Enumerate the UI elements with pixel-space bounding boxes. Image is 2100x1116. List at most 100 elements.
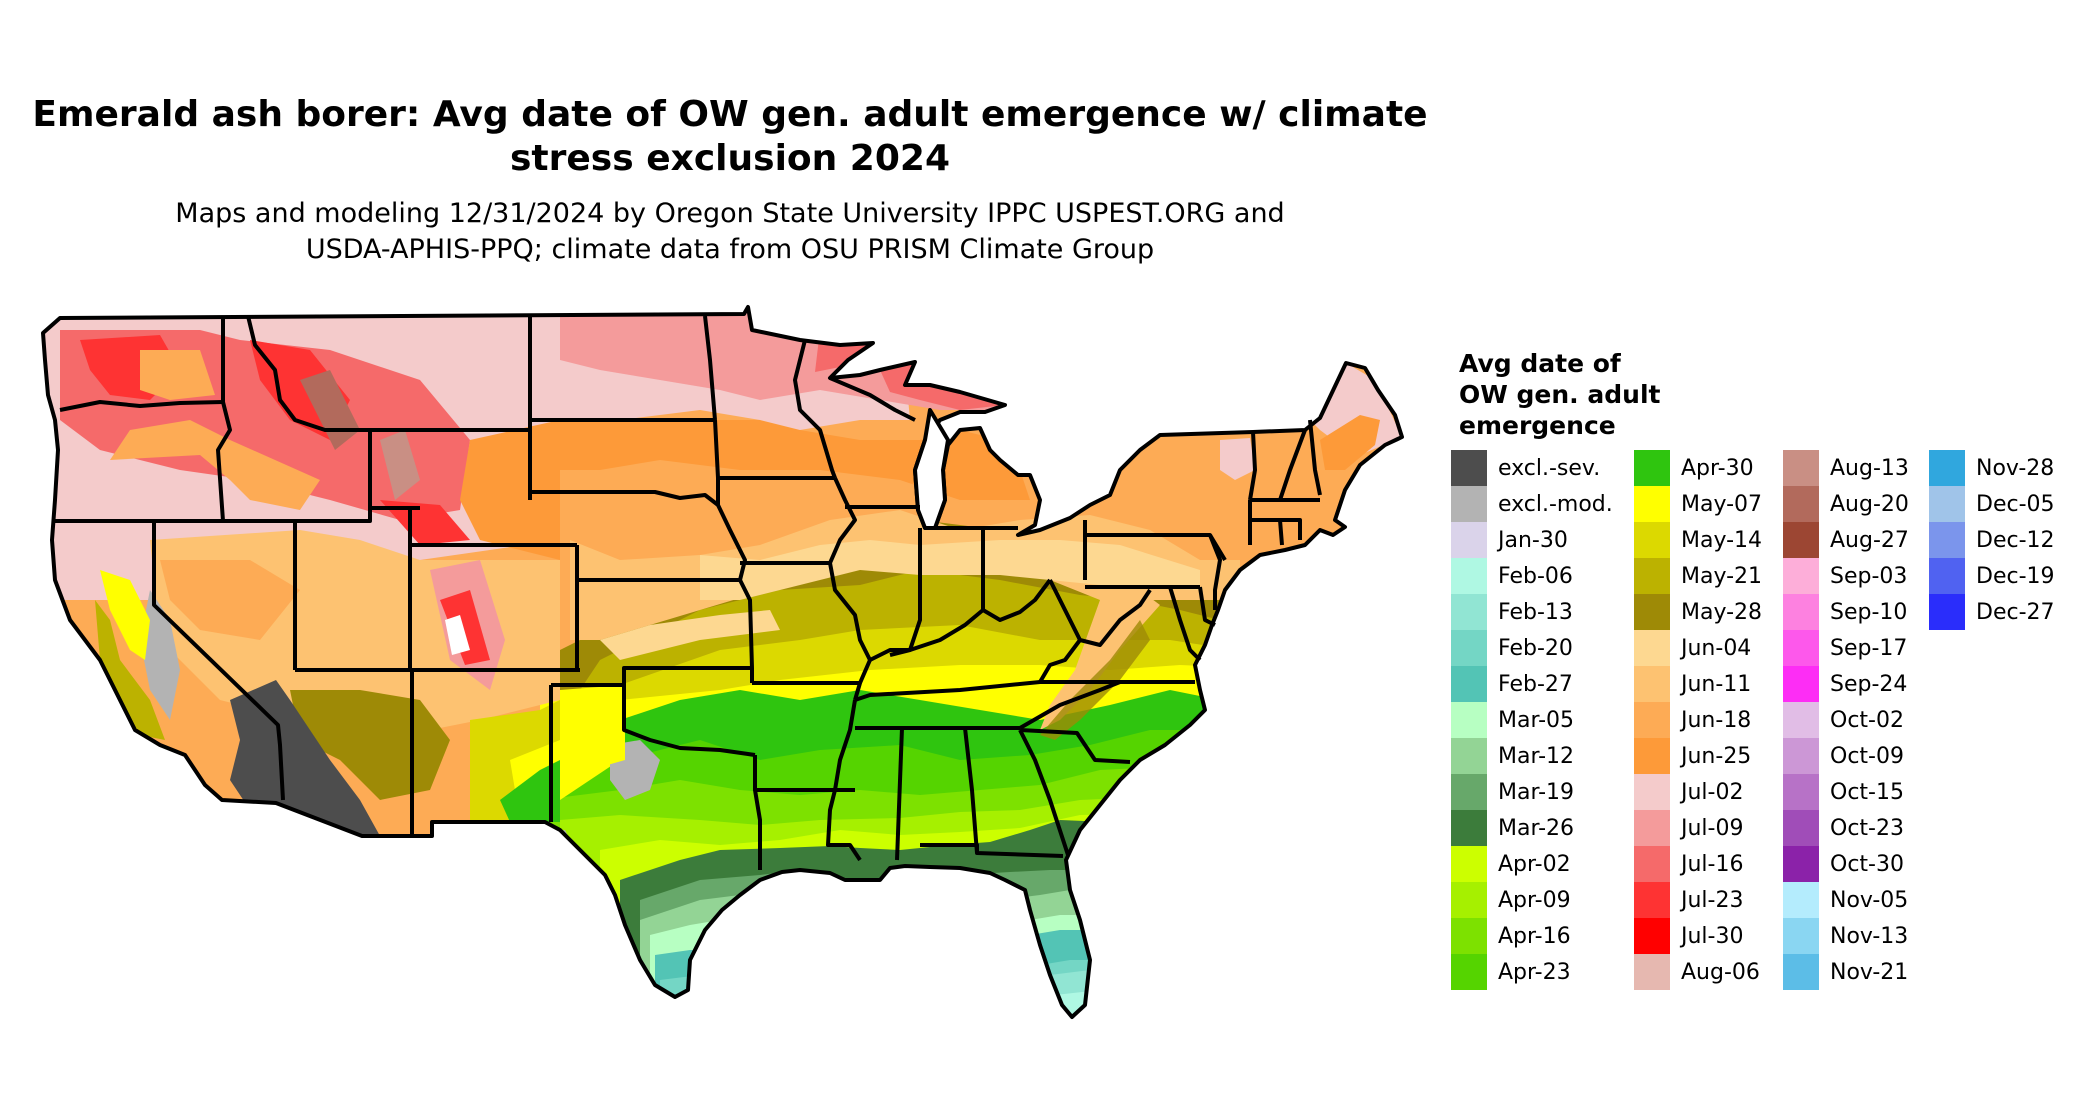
- legend-label: Aug-27: [1830, 527, 1909, 553]
- legend-label: May-21: [1681, 563, 1763, 589]
- legend-item: Nov-05: [1783, 882, 1909, 918]
- legend-label: Jun-25: [1681, 743, 1752, 769]
- legend-swatch: [1451, 954, 1487, 990]
- border-tx-ar-la: [753, 755, 762, 870]
- legend-item: Jun-11: [1634, 666, 1762, 702]
- lake-michigan: [913, 408, 950, 530]
- legend-swatch: [1929, 558, 1965, 594]
- state-borders: [41, 305, 1404, 1019]
- border-ny-vt: [1248, 431, 1257, 501]
- legend-swatch: [1634, 594, 1670, 630]
- map-subtitle-line1: Maps and modeling 12/31/2024 by Oregon S…: [175, 198, 1285, 229]
- zone-jul-02-adirondack: [1220, 438, 1255, 480]
- zone-aug-13-wy: [380, 430, 420, 500]
- border-mo-ks: [738, 579, 754, 683]
- zone-may-07-ca: [100, 570, 150, 660]
- legend-item: May-07: [1634, 486, 1762, 522]
- border-or-id: [216, 401, 232, 522]
- border-nd-mn: [703, 315, 717, 421]
- legend-label: Jul-09: [1681, 815, 1744, 841]
- border-nh-me: [1308, 419, 1322, 496]
- legend-swatch: [1451, 486, 1487, 522]
- legend-item: Jun-25: [1634, 738, 1762, 774]
- legend-label: Nov-28: [1976, 455, 2055, 481]
- legend-swatch: [1451, 774, 1487, 810]
- legend-item: Aug-20: [1783, 486, 1909, 522]
- legend-label: Jan-30: [1498, 527, 1568, 553]
- border-ok-tx: [622, 685, 756, 757]
- legend-item: Apr-02: [1451, 846, 1613, 882]
- legend-label: Aug-13: [1830, 455, 1909, 481]
- legend-swatch: [1783, 810, 1819, 846]
- legend-swatch: [1634, 954, 1670, 990]
- zone-jun-18-wa: [140, 350, 215, 400]
- legend-swatch: [1451, 882, 1487, 918]
- legend-item: Dec-05: [1929, 486, 2055, 522]
- border-ky-tn-va: [854, 680, 1195, 702]
- legend-item: Nov-21: [1783, 954, 1909, 990]
- legend-swatch: [1783, 774, 1819, 810]
- legend-label: Feb-20: [1498, 635, 1573, 661]
- legend-swatch: [1634, 882, 1670, 918]
- legend-item: Jun-18: [1634, 702, 1762, 738]
- border-nv-ca: [152, 521, 285, 801]
- legend-item: Apr-16: [1451, 918, 1613, 954]
- zone-may-21-ca: [95, 600, 165, 740]
- border-mo-il: [828, 562, 872, 684]
- border-ky-va: [1038, 638, 1082, 684]
- legend-label: Apr-16: [1498, 923, 1571, 949]
- legend-item: Sep-10: [1783, 594, 1909, 630]
- legend-swatch: [1783, 882, 1819, 918]
- map-title-line1: Emerald ash borer: Avg date of OW gen. a…: [32, 94, 1428, 135]
- legend-item: Feb-27: [1451, 666, 1613, 702]
- legend-label: Dec-12: [1976, 527, 2055, 553]
- legend-label: Jul-16: [1681, 851, 1744, 877]
- legend-label: Jul-02: [1681, 779, 1744, 805]
- legend-label: Mar-19: [1498, 779, 1575, 805]
- legend-swatch: [1783, 846, 1819, 882]
- border-ohio-river: [869, 578, 1052, 662]
- legend-label: Dec-19: [1976, 563, 2055, 589]
- legend-label: Sep-03: [1830, 563, 1908, 589]
- legend-label: Sep-10: [1830, 599, 1908, 625]
- legend-label: Feb-13: [1498, 599, 1573, 625]
- legend-label: Apr-02: [1498, 851, 1571, 877]
- legend-label: Nov-05: [1830, 887, 1909, 913]
- zone-jun-11-ky: [600, 610, 780, 660]
- legend-swatch: [1451, 666, 1487, 702]
- legend-item: excl.-mod.: [1451, 486, 1613, 522]
- legend-swatch: [1634, 666, 1670, 702]
- zone-mar-12: [640, 890, 1300, 1017]
- legend-swatch: [1783, 738, 1819, 774]
- legend-swatch: [1783, 954, 1819, 990]
- legend-label: excl.-sev.: [1498, 455, 1601, 481]
- legend-label: Feb-06: [1498, 563, 1573, 589]
- border-vt-nh: [1278, 429, 1307, 501]
- legend-swatch: [1634, 846, 1670, 882]
- legend-item: Oct-15: [1783, 774, 1909, 810]
- legend-label: Mar-12: [1498, 743, 1575, 769]
- zone-jul-16-co: [440, 590, 490, 665]
- zone-jun-25-maine: [1320, 415, 1380, 470]
- legend-swatch: [1783, 486, 1819, 522]
- zone-jun-25-plains-west: [460, 420, 560, 560]
- border-ct-ri-north: [1250, 518, 1302, 546]
- legend-label: Sep-17: [1830, 635, 1908, 661]
- zone-mar-19: [640, 870, 1300, 1017]
- legend-label: Jul-30: [1681, 923, 1744, 949]
- legend-label: Jul-23: [1681, 887, 1744, 913]
- legend-item: Aug-27: [1783, 522, 1909, 558]
- legend-item: Nov-28: [1929, 450, 2055, 486]
- legend-label: Dec-27: [1976, 599, 2055, 625]
- border-wi-mi: [829, 376, 916, 422]
- legend-swatch: [1451, 594, 1487, 630]
- legend-swatch: [1451, 810, 1487, 846]
- zone-feb-06: [1055, 990, 1300, 1017]
- legend-label: Oct-23: [1830, 815, 1904, 841]
- legend-item: Jul-30: [1634, 918, 1762, 954]
- legend-label: May-14: [1681, 527, 1763, 553]
- zone-apr-30-nm: [500, 760, 560, 822]
- legend-item: Mar-26: [1451, 810, 1613, 846]
- zone-sep-co: [445, 615, 470, 655]
- border-ut-wy: [295, 506, 420, 523]
